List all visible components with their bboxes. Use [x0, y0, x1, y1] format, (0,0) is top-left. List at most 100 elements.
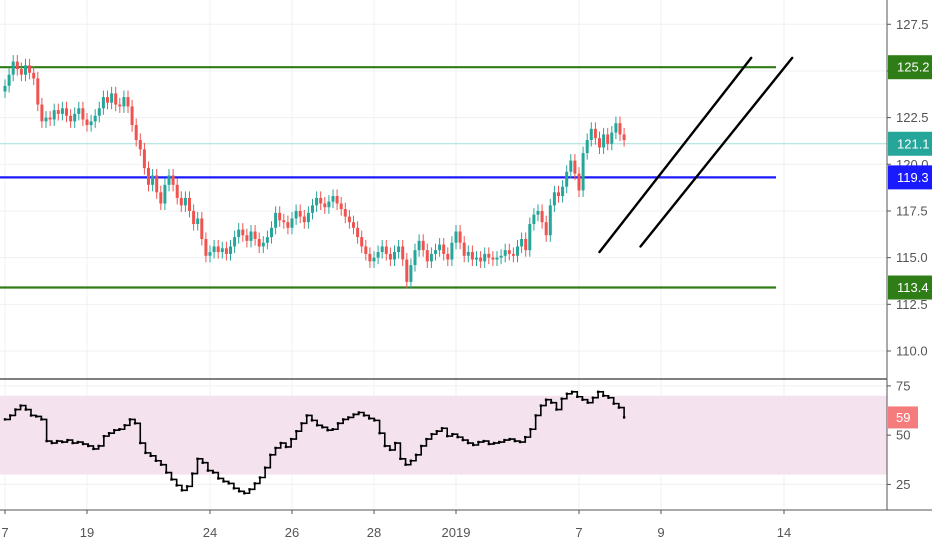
rsi-point — [149, 454, 152, 458]
rsi-point — [133, 422, 137, 425]
rsi-point — [461, 438, 465, 442]
rsi-point — [326, 429, 329, 432]
rsi-point — [492, 441, 496, 445]
rsi-point — [446, 434, 449, 438]
candle-body — [573, 160, 577, 174]
price-tick-label: 115.0 — [896, 250, 928, 265]
candle-body — [593, 128, 597, 139]
rsi-point — [331, 428, 334, 431]
rsi-point — [185, 485, 189, 488]
candle-body — [364, 246, 368, 254]
candle-body — [442, 244, 446, 254]
candle-body — [327, 201, 331, 208]
candle-body — [114, 93, 118, 105]
candle-body — [331, 196, 335, 202]
candle-body — [85, 119, 89, 126]
price-tick-label: 117.5 — [896, 203, 928, 218]
candle-body — [454, 231, 458, 243]
rsi-point — [440, 427, 444, 430]
rsi-point — [170, 478, 173, 481]
rsi-point — [466, 441, 470, 445]
rsi-band — [0, 395, 887, 475]
candle-body — [278, 212, 282, 221]
candle-body — [429, 253, 433, 262]
rsi-point — [180, 489, 184, 492]
candle-body — [253, 231, 257, 239]
rsi-point — [602, 394, 605, 397]
candle-body — [167, 175, 171, 185]
candle-body — [65, 108, 68, 116]
rsi-point — [274, 446, 277, 450]
rsi-point — [87, 444, 90, 448]
candle-body — [343, 209, 347, 217]
rsi-point — [50, 441, 54, 445]
rsi-point — [279, 441, 282, 445]
candle-body — [413, 250, 417, 266]
candle-body — [532, 214, 536, 225]
candle-body — [552, 192, 556, 206]
candle-body — [397, 246, 401, 253]
rsi-point — [45, 439, 48, 443]
candle-body — [376, 252, 380, 258]
price-tags: 125.2 119.3 113.4 121.1 59 — [888, 55, 932, 429]
rsi-point — [29, 414, 33, 417]
rsi-point — [555, 408, 558, 411]
rsi-point — [482, 439, 485, 443]
rsi-point — [357, 411, 360, 414]
rsi-point — [269, 453, 272, 457]
rsi-point — [617, 406, 621, 409]
candle-body — [581, 153, 585, 191]
candle-body — [315, 197, 319, 206]
candle-body — [438, 244, 442, 251]
candle-body — [163, 184, 167, 204]
candle-body — [302, 216, 306, 223]
last-price-tag-box — [888, 131, 932, 156]
rsi-point — [570, 390, 574, 394]
rsi-point — [435, 430, 439, 433]
candle-body — [130, 106, 134, 126]
rsi-point — [3, 418, 7, 421]
rsi-point — [113, 429, 116, 432]
support-blue-tag-box — [888, 165, 932, 190]
support-blue-tag: 119.3 — [888, 165, 932, 190]
rsi-point — [425, 437, 428, 441]
candle-body — [589, 128, 593, 141]
candle-body — [204, 238, 208, 256]
candle-body — [298, 210, 302, 217]
candle-body — [286, 222, 290, 228]
candle-body — [499, 255, 503, 258]
candle-body — [368, 253, 372, 262]
rsi-point — [399, 457, 402, 460]
rsi-point — [383, 444, 386, 448]
candle-body — [335, 196, 339, 204]
rsi-point — [97, 444, 100, 448]
rsi-point — [430, 432, 433, 436]
rsi-point — [404, 463, 407, 466]
last-price-tag-label: 121.1 — [897, 136, 930, 151]
rsi-point — [284, 445, 288, 449]
rsi-point — [596, 390, 600, 394]
candle-body — [487, 253, 491, 258]
candle-body — [32, 72, 36, 79]
candle-body — [77, 108, 81, 114]
candle-body — [7, 74, 11, 86]
trend-channel — [598, 56, 794, 254]
rsi-point — [206, 469, 210, 472]
candle-body — [175, 184, 179, 198]
candle-body — [491, 257, 495, 260]
candle-body — [142, 149, 146, 169]
support-tag-label: 113.4 — [897, 280, 929, 295]
candle-body — [470, 252, 474, 260]
rsi-point — [24, 408, 28, 411]
rsi-point — [586, 401, 589, 404]
candle-body — [69, 115, 73, 122]
candles — [3, 55, 626, 289]
rsi-point — [305, 414, 308, 417]
candle-body — [507, 250, 511, 254]
candle-body — [179, 197, 183, 206]
candle-body — [3, 85, 7, 92]
level-lines — [0, 66, 887, 289]
candle-body — [360, 237, 364, 247]
rsi-point — [581, 398, 584, 401]
